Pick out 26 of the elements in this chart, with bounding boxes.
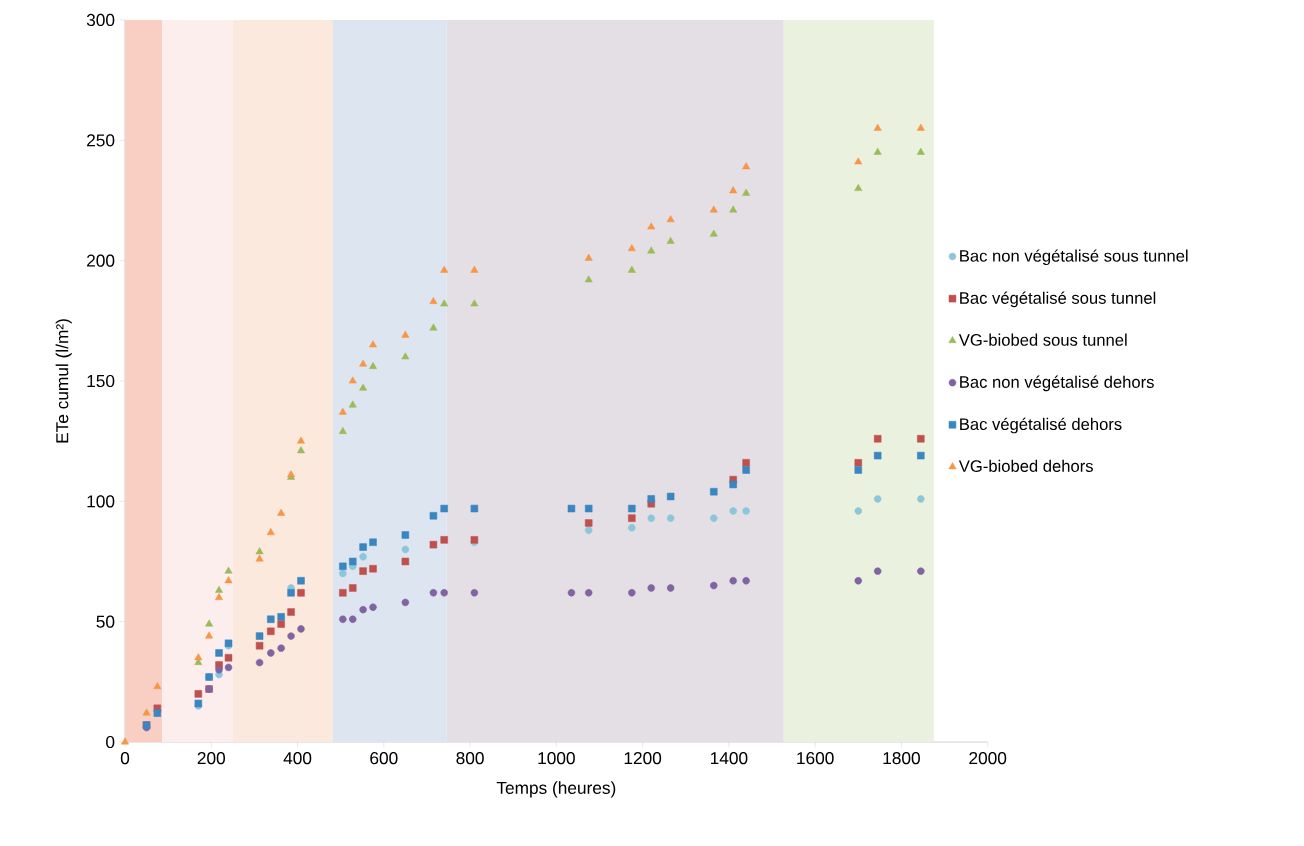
x-tick-label: 800	[456, 752, 484, 765]
legend-label: VG-biobed dehors	[958, 459, 1093, 472]
y-tick-label: 100	[87, 495, 115, 508]
legend-label: VG-biobed sous tunnel	[958, 333, 1127, 346]
y-axis-title: ETe cumul (l/m²)	[55, 319, 72, 443]
x-tick-label: 1600	[797, 752, 834, 765]
legend-label: Bac non végétalisé dehors	[960, 375, 1154, 392]
x-tick-label: 1200	[624, 752, 662, 765]
y-tick-label: 250	[87, 134, 115, 147]
x-tick-label: 1800	[883, 752, 920, 765]
x-tick-label: 600	[370, 752, 398, 765]
x-tick-label: 400	[283, 752, 312, 765]
y-tick-label: 200	[87, 254, 115, 267]
y-tick-label: 300	[86, 13, 115, 27]
x-tick-label: 200	[197, 752, 225, 765]
y-tick-label: 50	[96, 615, 115, 628]
x-tick-label: 1000	[538, 752, 575, 765]
x-tick-label: 2000	[969, 752, 1007, 765]
legend-label: Bac végétalisé dehors	[960, 417, 1122, 434]
x-tick-label: 0	[120, 752, 130, 765]
y-tick-label: 150	[87, 374, 115, 388]
y-tick-label: 0	[106, 735, 115, 749]
legend-label: Bac non végétalisé sous tunnel	[960, 249, 1188, 266]
x-axis-title: Temps (heures)	[496, 781, 616, 798]
legend-label: Bac végétalisé sous tunnel	[960, 291, 1156, 308]
x-tick-label: 1400	[710, 752, 748, 765]
